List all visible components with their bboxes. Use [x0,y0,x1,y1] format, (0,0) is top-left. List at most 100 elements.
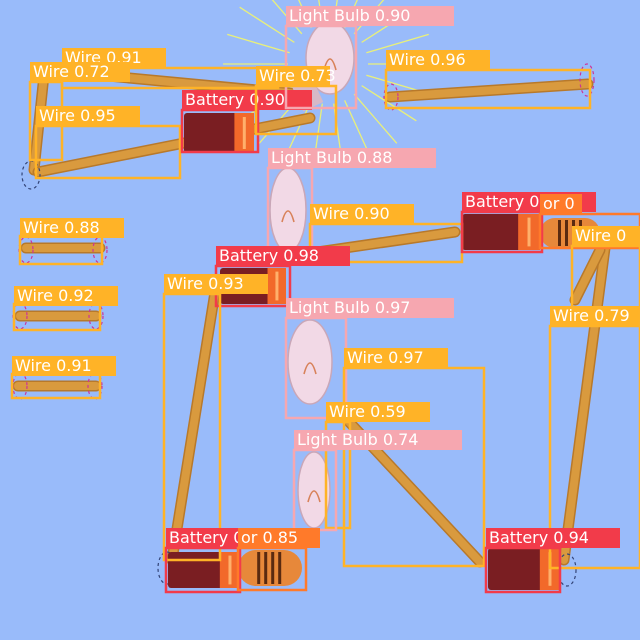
wire-end-loose-3b [87,372,103,400]
resistor-body-1-body [238,550,302,586]
battery-body-3 [168,552,240,588]
label-wire-4: Wire 0.96 [389,50,466,69]
label-tab-wire-3 [256,66,330,86]
battery-body-0 [184,113,254,153]
label-battery-4: Battery 0.94 [489,528,589,547]
label-wire-6: Wire 0.92 [17,286,94,305]
detection-battery-4: Battery 0.94 [484,528,620,594]
resistor-body-0-band [558,220,561,246]
wire-end-loose-2b [88,302,104,330]
label-light-bulb-3: Light Bulb 0.74 [297,430,418,449]
label-tab-light-bulb-3 [294,430,462,450]
label-wire-1: Wire 0.72 [33,62,110,81]
label-light-bulb-1: Light Bulb 0.88 [271,148,392,167]
bulb-glass-2-filament [303,362,317,375]
label-wire-8: Wire 0.90 [313,204,390,223]
battery-body-1-shine [527,217,531,247]
detection-light-bulb-0: Light Bulb 0.90 [284,6,454,110]
wire-rod-left-long-core [168,288,219,564]
label-wire-7: Wire 0.91 [15,356,92,375]
detection-wire-13: Wire 0.59 [324,402,430,530]
label-tab-battery-2 [216,246,350,266]
wire-rod-right-small-core [571,246,604,304]
detection-resistor-1: or 0.85 [236,528,320,592]
label-tab-wire-8 [310,204,414,224]
wire-end-right-top-start [383,83,399,111]
box-resistor-0 [538,212,640,250]
label-tab-wire-12 [344,348,448,368]
resistor-body-1-band [271,552,275,584]
wire-end-right-top [579,63,595,97]
label-battery-1: Battery 0.94 [465,192,565,211]
label-wire-11: Wire 0.79 [553,306,630,325]
detection-wire-3: Wire 0.73 [254,66,338,136]
label-tab-battery-4 [486,528,620,548]
light-rays-ray [353,93,398,144]
resistor-body-1-band [257,552,261,584]
detection-wire-5: Wire 0.88 [18,218,124,266]
detection-resistor-0: or 0 [538,194,640,250]
label-tab-wire-10 [164,274,268,294]
label-tab-wire-5 [20,218,124,238]
label-tab-battery-0 [182,90,312,110]
label-wire-5: Wire 0.88 [23,218,100,237]
detection-boxes: Wire 0.91 Wire 0.72 Wire 0.95 Battery 0.90 L… [10,6,640,594]
detection-wire-1: Wire 0.72 [28,62,130,162]
label-resistor-0: or 0 [543,194,575,213]
wire-rod-diagonal [32,112,316,178]
bulb-glass-2-glass [287,319,333,405]
label-tab-wire-6 [14,286,118,306]
label-battery-0: Battery 0.90 [185,90,285,109]
resistor-body-1 [238,550,302,586]
detection-wire-4: Wire 0.96 [384,50,592,110]
detection-wire-10: Wire 0.93 [162,274,268,562]
light-rays-ray [361,85,417,122]
label-tab-wire-11 [550,306,640,326]
label-light-bulb-2: Light Bulb 0.97 [289,298,410,317]
label-wire-3: Wire 0.73 [259,66,336,85]
label-tab-resistor-0 [540,194,582,214]
bulb-glass-1-filament [281,210,295,223]
detection-wire-6: Wire 0.92 [12,286,118,332]
label-wire-10: Wire 0.93 [167,274,244,293]
label-tab-wire-4 [386,50,490,70]
detection-light-bulb-3: Light Bulb 0.74 [292,430,462,532]
label-tab-wire-7 [12,356,116,376]
battery-body-1 [462,214,540,250]
label-wire-2: Wire 0.95 [39,106,116,125]
label-tab-wire-9 [572,226,640,246]
label-tab-wire-2 [36,106,140,126]
detection-wire-8: Wire 0.90 [308,204,464,264]
label-tab-resistor-1 [238,528,320,548]
light-rays-ray [366,33,429,54]
wire-rod-right-top-core [386,80,592,101]
detection-light-bulb-2: Light Bulb 0.97 [284,298,454,420]
label-tab-light-bulb-2 [286,298,454,318]
detection-wire-7: Wire 0.91 [10,356,116,400]
battery-body-3-shine [228,555,232,585]
label-battery-2: Battery 0.98 [219,246,319,265]
resistor-body-0-band [565,220,568,246]
battery-body-2-shine [275,271,279,301]
detection-battery-0: Battery 0.90 [180,90,312,154]
bulb-glass-1 [269,167,307,253]
bulb-glass-2 [287,319,333,405]
detection-wire-11: Wire 0.79 [548,306,640,570]
detection-light-bulb-1: Light Bulb 0.88 [266,148,436,264]
bulb-glass-3-filament [307,490,321,503]
wire-rod-right-top [384,78,594,103]
light-rays-ray [227,33,290,54]
wire-end-loose-1b [92,236,108,264]
resistor-body-1-band [264,552,268,584]
label-light-bulb-0: Light Bulb 0.90 [289,6,410,25]
label-wire-13: Wire 0.59 [329,402,406,421]
wire-rod-right-small [569,244,606,306]
label-tab-light-bulb-1 [268,148,436,168]
label-resistor-1: or 0.85 [241,528,298,547]
label-tab-light-bulb-0 [286,6,454,26]
wire-end-bottom-right [557,553,577,587]
wire-rod-left-long [166,286,221,566]
label-wire-12: Wire 0.97 [347,348,424,367]
detection-wire-2: Wire 0.95 [34,106,182,180]
